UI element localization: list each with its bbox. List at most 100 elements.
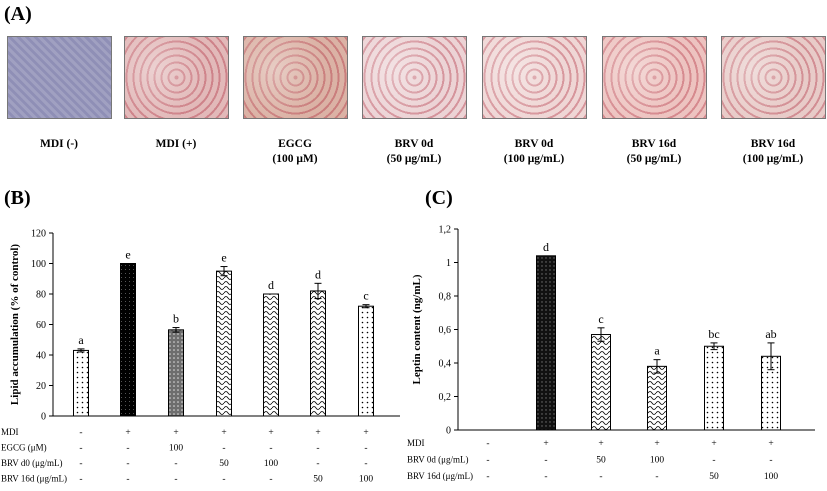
bar xyxy=(216,270,232,417)
treatment-row-label: BRV 16d (μg/mL) xyxy=(407,471,473,481)
significance-letter: d xyxy=(543,240,549,254)
treatment-row-label: BRV 16d (μg/mL) xyxy=(1,474,67,484)
treatment-value: - xyxy=(174,459,177,469)
bar xyxy=(310,290,326,417)
treatment-value: 100 xyxy=(650,456,665,466)
treatment-value: - xyxy=(544,456,547,466)
treatment-value: 50 xyxy=(596,456,606,466)
y-tick-label: 0 xyxy=(41,412,46,423)
image-caption: EGCG (100 μM) xyxy=(235,137,355,167)
treatment-value: - xyxy=(126,444,129,454)
y-tick-label: 0,4 xyxy=(439,359,452,370)
treatment-value: 50 xyxy=(709,472,719,482)
significance-letter: bc xyxy=(708,327,719,341)
bar xyxy=(263,293,279,417)
significance-letter: e xyxy=(221,251,226,265)
y-axis-label: Leptin content (ng/mL) xyxy=(411,274,423,384)
treatment-value: - xyxy=(126,459,129,469)
y-tick-label: 40 xyxy=(36,351,46,362)
treatment-value: - xyxy=(269,444,272,454)
significance-letter: c xyxy=(598,312,603,326)
treatment-value: - xyxy=(599,472,602,482)
treatment-value: - xyxy=(544,472,547,482)
y-tick-label: 0 xyxy=(446,426,451,437)
image-caption: MDI (+) xyxy=(116,137,236,152)
treatment-row-label: BRV d0 (μg/mL) xyxy=(1,458,62,468)
caption-line: BRV 0d xyxy=(394,138,434,150)
caption-line: (100 μM) xyxy=(272,153,318,165)
bar xyxy=(73,349,89,417)
y-tick-label: 1 xyxy=(446,258,451,269)
treatment-value: - xyxy=(126,475,129,485)
treatment-value: - xyxy=(486,472,489,482)
y-tick-label: 100 xyxy=(31,259,46,270)
caption-line: EGCG xyxy=(278,138,312,150)
treatment-value: - xyxy=(364,444,367,454)
panel-label-b: (B) xyxy=(4,187,31,209)
significance-letter: b xyxy=(173,312,179,326)
treatment-row-label: MDI xyxy=(407,438,425,448)
caption-line: (100 μg/mL) xyxy=(503,153,565,165)
treatment-value: + xyxy=(543,439,548,449)
treatment-row-label: EGCG (μM) xyxy=(1,443,47,453)
significance-letter: a xyxy=(78,333,84,347)
microscopy-image xyxy=(602,36,707,119)
treatment-value: - xyxy=(269,475,272,485)
bar xyxy=(591,334,611,431)
caption-line: BRV 16d xyxy=(750,138,796,150)
treatment-value: 50 xyxy=(313,475,323,485)
significance-letter: d xyxy=(268,278,274,292)
caption-line: (100 μg/mL) xyxy=(742,153,804,165)
y-tick-label: 20 xyxy=(36,381,46,392)
treatment-value: - xyxy=(769,456,772,466)
treatment-value: + xyxy=(654,439,659,449)
treatment-value: 50 xyxy=(219,459,229,469)
treatment-row-label: BRV 0d (μg/mL) xyxy=(407,455,468,465)
y-tick-label: 120 xyxy=(31,229,46,240)
treatment-value: - xyxy=(486,439,489,449)
treatment-value: + xyxy=(315,428,320,438)
microscopy-image xyxy=(721,36,826,119)
y-axis-label: Lipid accumulation (% of control) xyxy=(9,244,21,405)
caption-line: MDI (-) xyxy=(40,138,78,150)
treatment-value: 100 xyxy=(359,475,374,485)
significance-letter: ab xyxy=(765,327,776,341)
treatment-value: + xyxy=(268,428,273,438)
panel-label-a: (A) xyxy=(4,3,32,25)
panel-label-c: (C) xyxy=(425,187,453,209)
caption-line: BRV 16d xyxy=(631,138,677,150)
lipid-accumulation-chart: 0 20 40 60 80 100 120 Lipid accumulation (% of … xyxy=(1,229,400,485)
image-caption: BRV 16d (100 μg/mL) xyxy=(713,137,827,167)
treatment-value: - xyxy=(222,444,225,454)
treatment-value: - xyxy=(174,475,177,485)
treatment-value: + xyxy=(363,428,368,438)
treatment-value: + xyxy=(173,428,178,438)
microscopy-image xyxy=(124,36,229,119)
y-tick-label: 0,8 xyxy=(439,292,452,303)
treatment-value: + xyxy=(768,439,773,449)
bar xyxy=(358,305,374,417)
microscopy-image xyxy=(482,36,587,119)
treatment-value: - xyxy=(316,459,319,469)
microscopy-image xyxy=(243,36,348,119)
leptin-content-chart: 0 0,2 0,4 0,6 0,8 1 1,2 Leptin content (ng/mL) d… xyxy=(407,225,815,482)
caption-line: (50 μg/mL) xyxy=(626,153,682,165)
image-caption: MDI (-) xyxy=(0,137,119,152)
caption-line: (50 μg/mL) xyxy=(386,153,442,165)
treatment-value: - xyxy=(79,459,82,469)
treatment-value: - xyxy=(486,456,489,466)
treatment-value: + xyxy=(125,428,130,438)
treatment-value: - xyxy=(316,444,319,454)
treatment-value: + xyxy=(711,439,716,449)
bar xyxy=(647,365,667,431)
image-caption: BRV 0d (100 μg/mL) xyxy=(474,137,594,167)
significance-letter: c xyxy=(363,289,368,303)
treatment-value: + xyxy=(598,439,603,449)
treatment-value: - xyxy=(79,475,82,485)
treatment-value: - xyxy=(655,472,658,482)
significance-letter: a xyxy=(654,344,660,358)
treatment-value: - xyxy=(364,459,367,469)
treatment-value: - xyxy=(79,428,82,438)
bar xyxy=(120,263,136,417)
